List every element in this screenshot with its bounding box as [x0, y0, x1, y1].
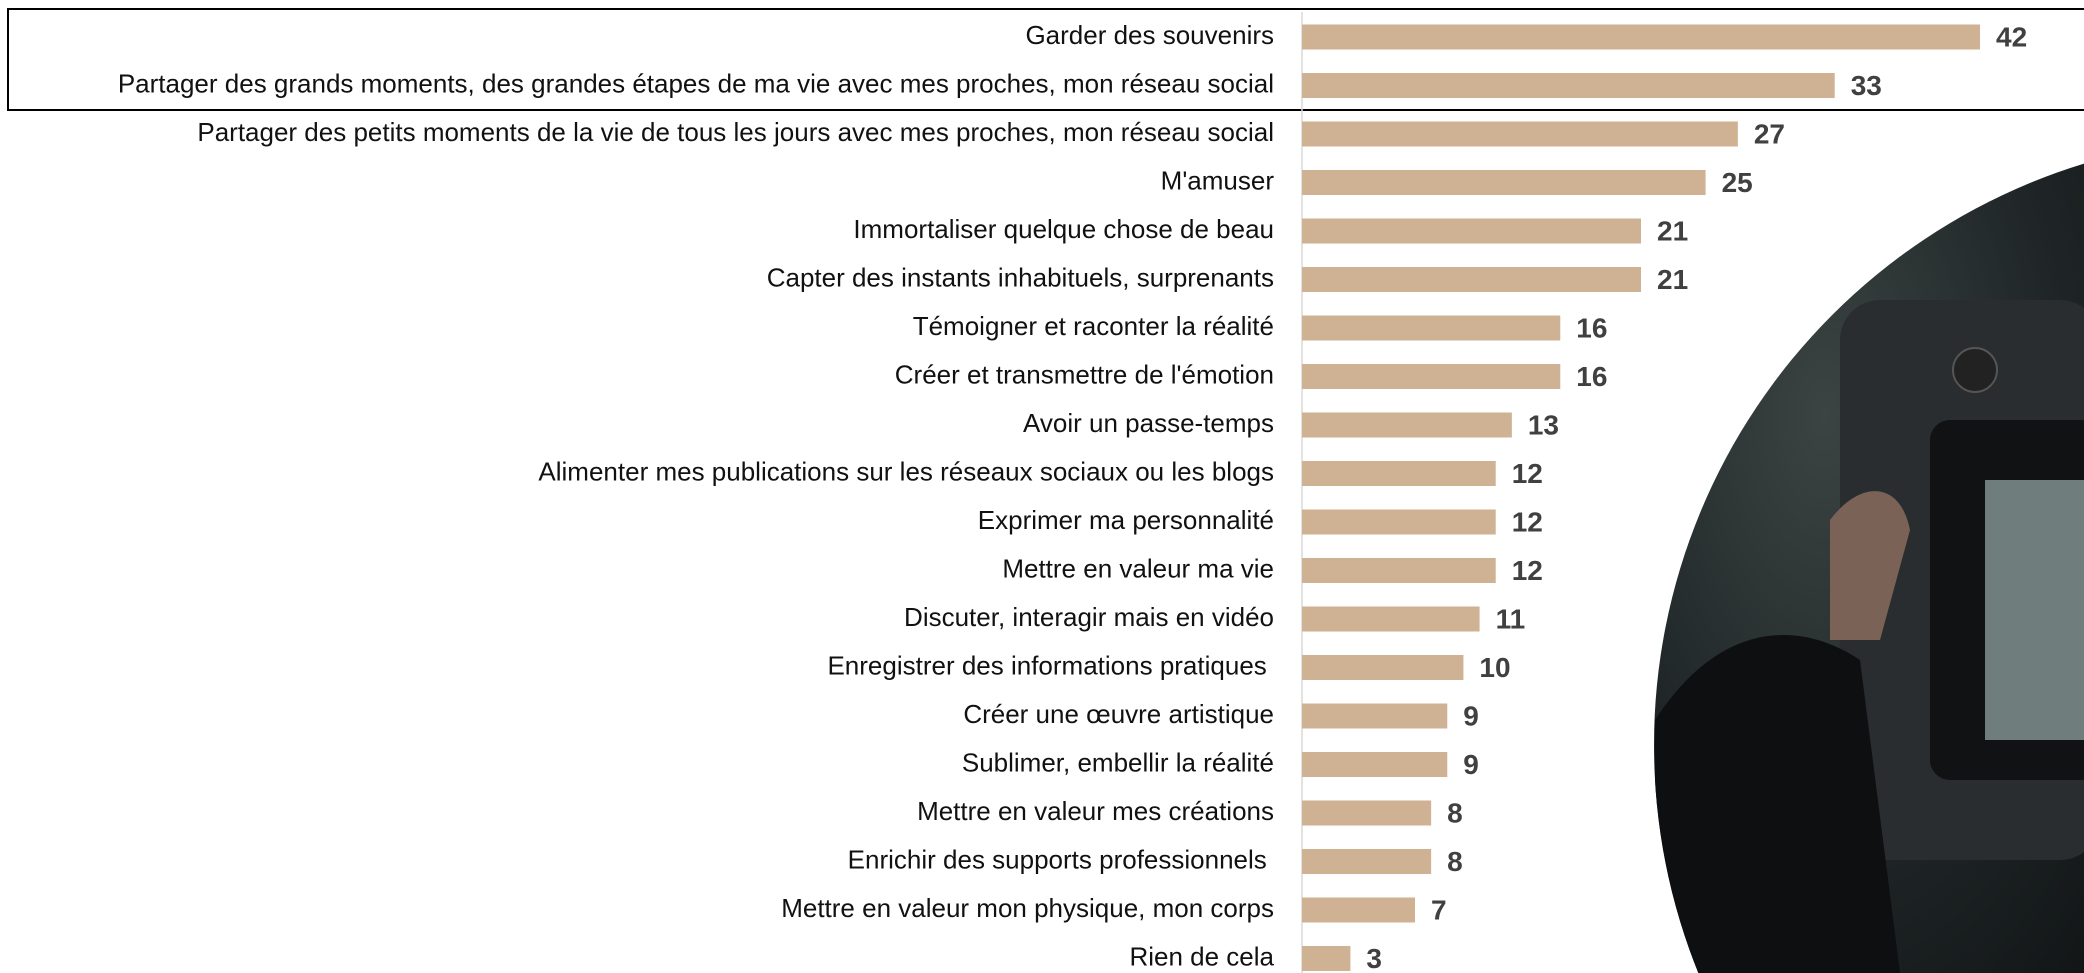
category-label: M'amuser	[1161, 165, 1275, 195]
bar	[1302, 170, 1706, 195]
highlight-box	[7, 8, 2084, 111]
category-label: Avoir un passe-temps	[1023, 408, 1274, 438]
bar	[1302, 849, 1432, 874]
value-label: 16	[1576, 361, 1607, 392]
bar	[1302, 752, 1448, 777]
bar	[1302, 364, 1561, 389]
value-label: 3	[1366, 943, 1382, 973]
value-label: 7	[1431, 894, 1447, 925]
category-label: Capter des instants inhabituels, surpren…	[767, 262, 1274, 292]
value-label: 11	[1496, 603, 1526, 634]
category-label: Mettre en valeur mes créations	[917, 796, 1274, 826]
bar	[1302, 897, 1415, 923]
value-label: 12	[1512, 555, 1543, 586]
bar	[1302, 655, 1464, 680]
value-label: 10	[1479, 652, 1510, 683]
category-label: Discuter, interagir mais en vidéo	[904, 602, 1274, 632]
category-label: Garder des souvenirs	[1025, 20, 1274, 50]
category-label: Immortaliser quelque chose de beau	[853, 214, 1274, 244]
bar	[1302, 73, 1835, 98]
bar	[1302, 218, 1641, 244]
value-label: 21	[1657, 264, 1688, 295]
value-label: 16	[1576, 312, 1607, 343]
category-label: Témoigner et raconter la réalité	[913, 311, 1274, 341]
category-label: Exprimer ma personnalité	[978, 505, 1274, 535]
category-label: Créer une œuvre artistique	[963, 699, 1274, 729]
bar	[1302, 558, 1496, 583]
value-label: 27	[1754, 118, 1785, 149]
bar	[1302, 267, 1641, 292]
value-label: 13	[1528, 409, 1559, 440]
value-label: 12	[1512, 458, 1543, 489]
category-label: Créer et transmettre de l'émotion	[895, 359, 1274, 389]
bar	[1302, 121, 1738, 147]
category-label: Sublimer, embellir la réalité	[962, 747, 1274, 777]
bar	[1302, 946, 1351, 971]
category-label: Alimenter mes publications sur les résea…	[538, 456, 1274, 486]
value-label: 8	[1447, 846, 1463, 877]
value-label: 9	[1463, 700, 1479, 731]
value-label: 25	[1722, 167, 1753, 198]
value-label: 8	[1447, 797, 1463, 828]
value-label: 9	[1463, 749, 1479, 780]
category-label: Mettre en valeur ma vie	[1002, 553, 1274, 583]
bar	[1302, 606, 1480, 632]
value-label: 12	[1512, 506, 1543, 537]
bar	[1302, 461, 1496, 486]
category-label: Rien de cela	[1129, 941, 1274, 971]
bar	[1302, 315, 1561, 341]
bar	[1302, 509, 1496, 535]
category-label: Partager des grands moments, des grandes…	[118, 68, 1274, 98]
category-label: Mettre en valeur mon physique, mon corps	[781, 893, 1274, 923]
value-label: 21	[1657, 215, 1688, 246]
bar	[1302, 800, 1432, 826]
bar	[1302, 24, 1980, 50]
value-label: 33	[1851, 70, 1882, 101]
value-label: 42	[1996, 21, 2027, 52]
category-label: Enrichir des supports professionnels	[848, 844, 1274, 874]
bar	[1302, 703, 1448, 729]
category-label: Enregistrer des informations pratiques	[827, 650, 1274, 680]
bar	[1302, 412, 1512, 438]
category-label: Partager des petits moments de la vie de…	[197, 117, 1274, 147]
